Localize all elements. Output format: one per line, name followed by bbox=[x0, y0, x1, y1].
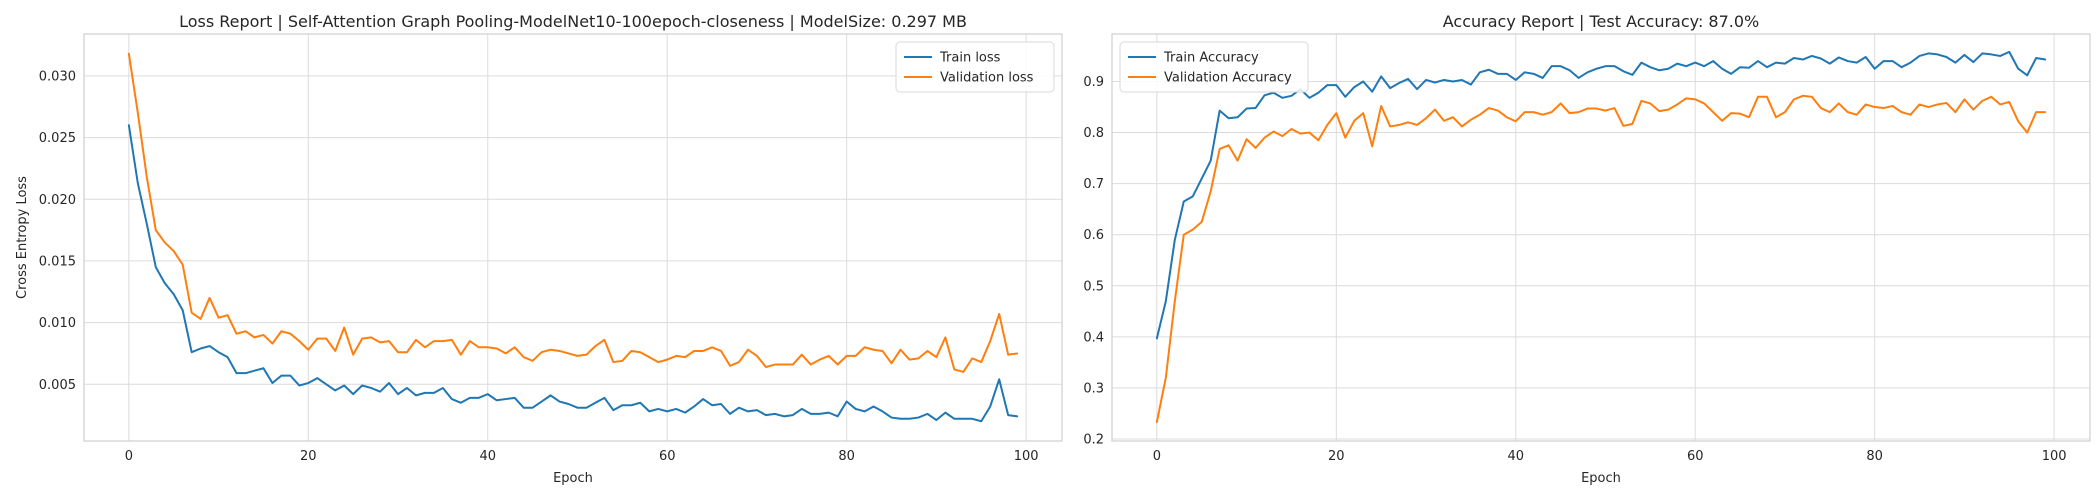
loss-y-tick-label: 0.020 bbox=[39, 193, 76, 208]
accuracy-x-tick-label: 60 bbox=[1687, 449, 1704, 464]
loss-y-axis-label: Cross Entropy Loss bbox=[15, 176, 30, 299]
loss-y-tick-label: 0.030 bbox=[39, 69, 76, 84]
accuracy-x-tick-label: 20 bbox=[1328, 449, 1345, 464]
loss-x-tick-label: 80 bbox=[838, 449, 855, 464]
accuracy-y-tick-label: 0.4 bbox=[1083, 330, 1104, 345]
loss-x-axis-label: Epoch bbox=[553, 471, 593, 486]
accuracy-x-axis-label: Epoch bbox=[1581, 471, 1621, 486]
loss-x-tick-label: 20 bbox=[300, 449, 317, 464]
loss-y-tick-label: 0.010 bbox=[39, 316, 76, 331]
loss-series-line-train bbox=[127, 124, 1019, 423]
loss-plot-area bbox=[84, 34, 1062, 441]
loss-x-tick-label: 40 bbox=[479, 449, 496, 464]
loss-chart-title: Loss Report | Self-Attention Graph Pooli… bbox=[179, 12, 967, 31]
loss-legend: Train loss Validation loss bbox=[895, 41, 1055, 93]
loss-legend-box bbox=[895, 41, 1055, 93]
accuracy-x-tick-label: 0 bbox=[1153, 449, 1161, 464]
accuracy-y-tick-label: 0.6 bbox=[1083, 228, 1104, 243]
loss-x-tick-label: 100 bbox=[1014, 449, 1039, 464]
accuracy-y-tick-label: 0.9 bbox=[1083, 75, 1104, 90]
accuracy-y-tick-label: 0.7 bbox=[1083, 177, 1104, 192]
accuracy-series-line-validation bbox=[1155, 94, 2047, 424]
loss-y-tick-label: 0.025 bbox=[39, 131, 76, 146]
loss-x-tick-label: 0 bbox=[125, 449, 133, 464]
loss-legend-label: Train loss bbox=[939, 51, 1001, 66]
accuracy-series-line-train bbox=[1155, 50, 2047, 340]
accuracy-legend-label: Validation Accuracy bbox=[1164, 71, 1292, 86]
accuracy-plot-area bbox=[1112, 34, 2090, 441]
accuracy-x-tick-label: 40 bbox=[1507, 449, 1524, 464]
accuracy-x-tick-label: 100 bbox=[2042, 449, 2067, 464]
accuracy-plot-frame bbox=[1111, 33, 2091, 442]
accuracy-x-tick-label: 80 bbox=[1866, 449, 1883, 464]
loss-x-tick-label: 60 bbox=[659, 449, 676, 464]
accuracy-chart: 0 20 40 60 80 100 0.2 0.3 0.4 0.5 0.6 0.7 0.8 0.9 Accu… bbox=[1083, 12, 2091, 486]
loss-plot-frame bbox=[83, 33, 1063, 442]
accuracy-y-tick-label: 0.2 bbox=[1083, 432, 1104, 447]
accuracy-legend: Train Accuracy Validation Accuracy bbox=[1119, 41, 1309, 93]
loss-legend-label: Validation loss bbox=[940, 71, 1034, 86]
accuracy-legend-box bbox=[1119, 41, 1309, 93]
loss-y-tick-label: 0.015 bbox=[39, 254, 76, 269]
accuracy-legend-label: Train Accuracy bbox=[1163, 51, 1259, 66]
loss-series-line-validation bbox=[127, 52, 1019, 373]
accuracy-y-tick-label: 0.8 bbox=[1083, 126, 1104, 141]
loss-y-tick-label: 0.005 bbox=[39, 378, 76, 393]
loss-chart: 0 20 40 60 80 100 0.005 0.010 0.015 0.020 0.025 0.0… bbox=[15, 12, 1063, 486]
accuracy-chart-title: Accuracy Report | Test Accuracy: 87.0% bbox=[1443, 12, 1760, 31]
accuracy-y-tick-label: 0.5 bbox=[1083, 279, 1104, 294]
accuracy-y-tick-label: 0.3 bbox=[1083, 381, 1104, 396]
